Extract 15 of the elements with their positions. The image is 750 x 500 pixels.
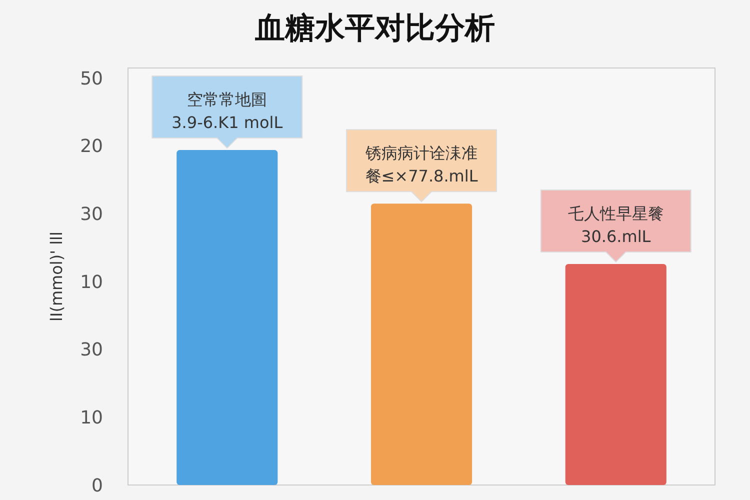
annotation: 餐≤×77.8.mlL [365, 166, 478, 186]
text: 0 [92, 475, 103, 496]
text: 50 [80, 68, 103, 90]
text: 30 [80, 340, 103, 361]
text: 3.9-6.K1 molL [172, 113, 283, 132]
annotation: 锈病病计诠洡准 [364, 144, 478, 163]
text: 30 [80, 204, 103, 225]
y-axis-title: lI(mmol)' lll [47, 232, 66, 322]
text: 空常常地圄 [187, 90, 268, 110]
chart-title: 血糖水平对比分析 [254, 11, 495, 46]
annotation: 乇人性早星餮 [568, 204, 664, 223]
annotation: 30.6.mlL [581, 226, 651, 246]
text: 10 [80, 407, 103, 428]
text: 20 [80, 136, 103, 158]
text: 10 [80, 272, 103, 293]
